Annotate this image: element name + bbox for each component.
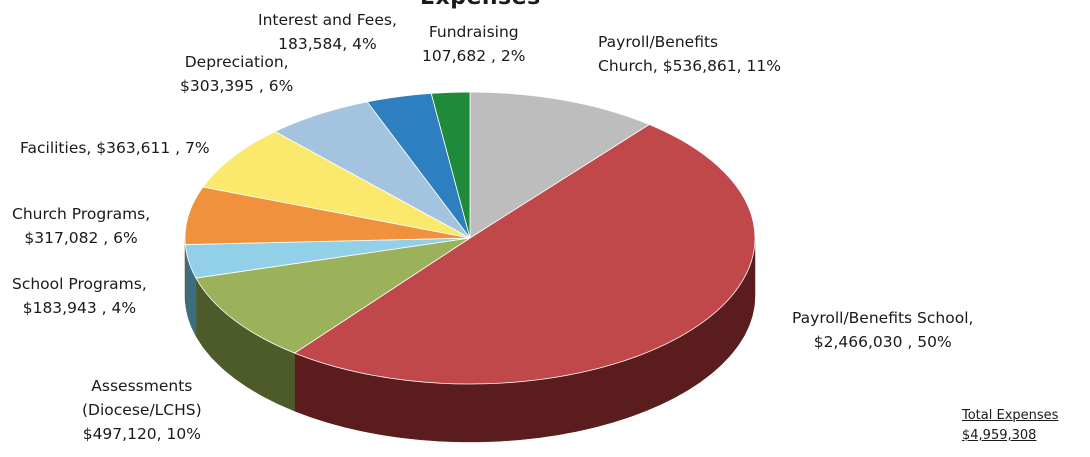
total-expenses: Total Expenses $4,959,308: [962, 406, 1058, 446]
slice-label-school-programs: School Programs, $183,943 , 4%: [12, 275, 147, 317]
slice-label-fundraising: Fundraising 107,682 , 2%: [422, 23, 526, 65]
slice-label-interest-fees: Interest and Fees, 183,584, 4%: [258, 11, 397, 53]
slice-label-assessments: Assessments (Diocese/LCHS) $497,120, 10%: [82, 377, 202, 443]
slice-label-payroll-school: Payroll/Benefits School, $2,466,030 , 50…: [792, 309, 974, 351]
pie-slice: [469, 91, 651, 239]
slice-label-church-programs: Church Programs, $317,082 , 6%: [12, 205, 151, 247]
pie-slice: [202, 131, 471, 239]
slice-label-depreciation: Depreciation, $303,395 , 6%: [180, 53, 294, 95]
chart-title: Expenses: [420, 0, 541, 10]
slice-label-payroll-church: Payroll/Benefits Church, $536,861, 11%: [598, 33, 781, 75]
pie-slice: [195, 237, 471, 354]
pie-slice: [293, 124, 756, 385]
slice-label-facilities: Facilities, $363,611 , 7%: [20, 139, 210, 157]
pie-slice: [430, 91, 471, 239]
pie-slice: [184, 186, 471, 245]
total-expenses-value: $4,959,308: [962, 428, 1037, 443]
total-expenses-label: Total Expenses: [962, 408, 1059, 423]
pie-top: [184, 91, 756, 385]
